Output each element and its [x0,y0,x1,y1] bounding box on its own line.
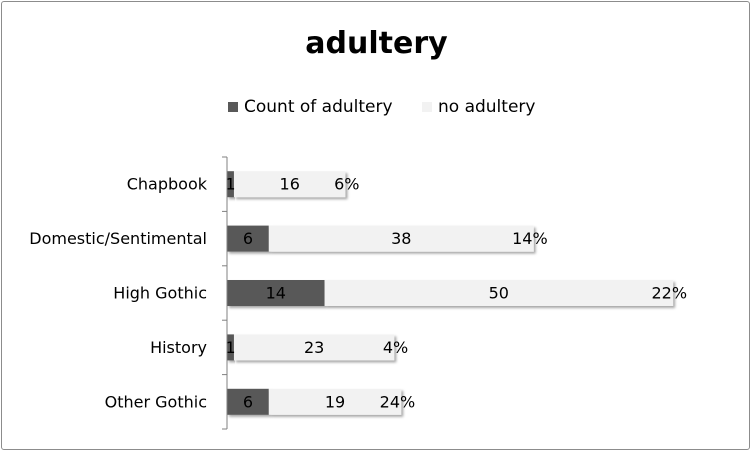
bar-no-adultery-history [233,334,395,361]
category-label-chapbook: Chapbook [127,175,208,194]
bar-count-of-adultery-high-gothic [227,280,325,306]
category-label-domestic-sentimental: Domestic/Sentimental [29,229,207,248]
chart-title: adultery [305,26,448,61]
category-label-history: History [150,338,207,357]
bar-no-adultery-other-gothic [268,388,402,415]
legend-swatch-count-of-adultery [228,102,238,112]
bar-no-adultery-high-gothic [324,280,674,306]
data-label-no-adultery-history: 23 [304,338,324,357]
bar-count-of-adultery-chapbook [227,171,234,198]
data-label-percent-other-gothic: 24% [380,392,416,411]
data-label-count-of-adultery-domestic-sentimental: 6 [243,229,253,248]
legend-swatch-no-adultery [422,102,432,112]
data-label-count-of-adultery-other-gothic: 6 [243,392,253,411]
bar-no-adultery-domestic-sentimental [268,225,534,252]
data-label-count-of-adultery-high-gothic: 14 [266,284,286,303]
data-label-count-of-adultery-history: 1 [225,338,235,357]
data-label-no-adultery-domestic-sentimental: 38 [391,229,411,248]
bar-no-adultery-chapbook [233,171,346,198]
data-label-percent-high-gothic: 22% [651,284,687,303]
bar-count-of-adultery-history [227,334,234,361]
data-label-no-adultery-chapbook: 16 [280,175,300,194]
data-label-count-of-adultery-chapbook: 1 [225,175,235,194]
legend-item-no-adultery: no adultery [422,97,535,117]
data-label-no-adultery-high-gothic: 50 [489,284,509,303]
legend-label-no-adultery: no adultery [438,97,536,117]
bar-count-of-adultery-domestic-sentimental [227,225,269,252]
category-label-other-gothic: Other Gothic [105,392,207,411]
data-label-percent-history: 4% [383,338,408,357]
legend-item-count-of-adultery: Count of adultery [228,97,393,117]
data-label-percent-domestic-sentimental: 14% [512,229,548,248]
data-label-no-adultery-other-gothic: 19 [325,392,345,411]
bar-count-of-adultery-other-gothic [227,388,269,415]
category-label-high-gothic: High Gothic [113,284,207,303]
data-label-percent-chapbook: 6% [334,175,359,194]
legend-label-count-of-adultery: Count of adultery [244,97,393,117]
